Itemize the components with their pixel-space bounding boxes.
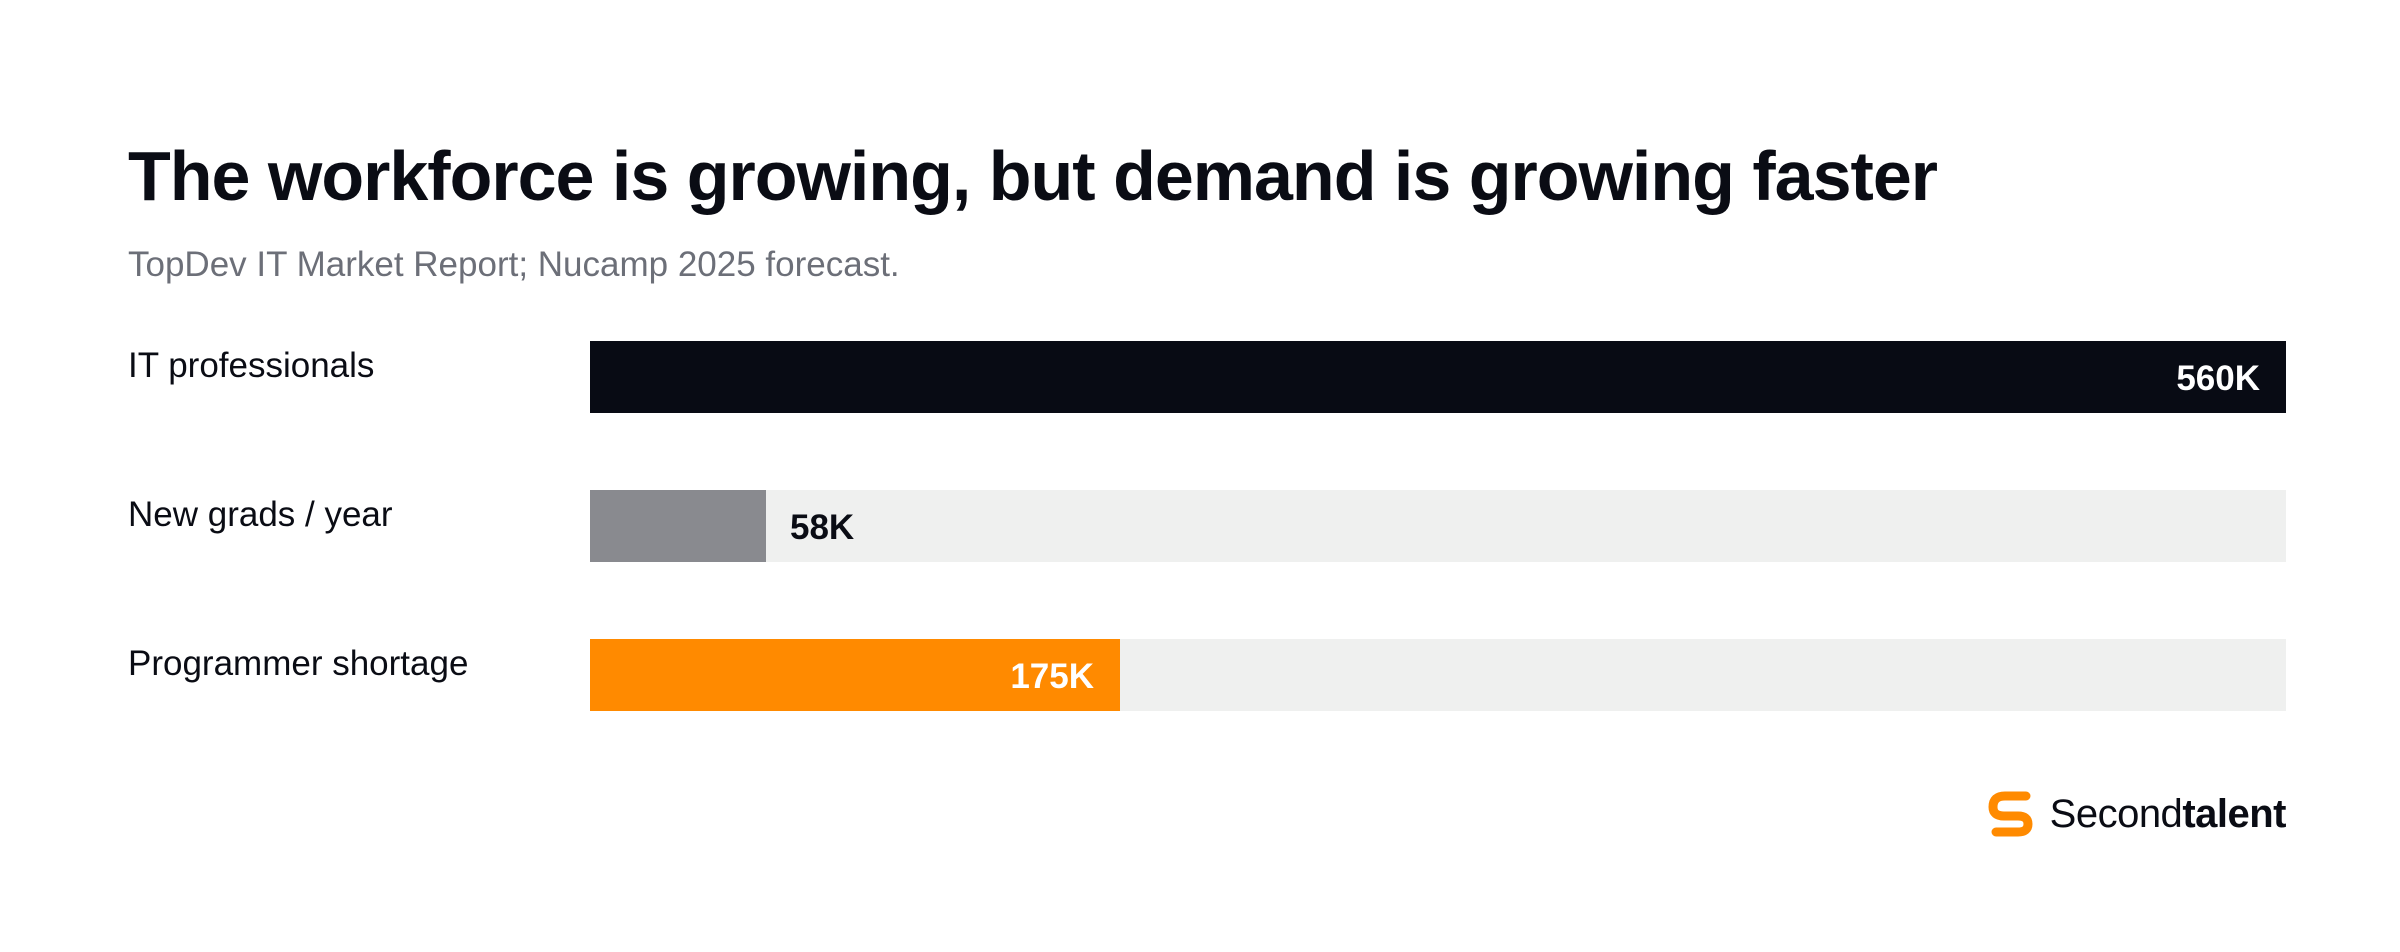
bar-track: 175K [590,639,2286,711]
bar-row: Programmer shortage 175K [0,639,2400,711]
brand-logo: Secondtalent [1982,784,2286,844]
bar [590,639,1120,711]
category-label: IT professionals [128,346,375,385]
brand-wordmark: Secondtalent [2049,791,2287,837]
brand-name-bold: talent [2182,791,2286,836]
value-label: 58K [790,508,855,547]
category-label: Programmer shortage [128,644,469,683]
bar [590,490,766,562]
bar-track: 560K [590,341,2286,413]
secondtalent-s-icon [1988,791,2033,837]
value-label: 175K [1010,657,1094,696]
chart-title: The workforce is growing, but demand is … [128,137,1938,215]
bar-row: New grads / year 58K [0,490,2400,562]
chart-subtitle: TopDev IT Market Report; Nucamp 2025 for… [128,245,900,284]
bar-row: IT professionals 560K [0,341,2400,413]
value-label: 560K [2176,359,2260,398]
brand-name-regular: Second [2049,791,2183,836]
category-label: New grads / year [128,495,393,534]
bar-track: 58K [590,490,2286,562]
bar [590,341,2286,413]
